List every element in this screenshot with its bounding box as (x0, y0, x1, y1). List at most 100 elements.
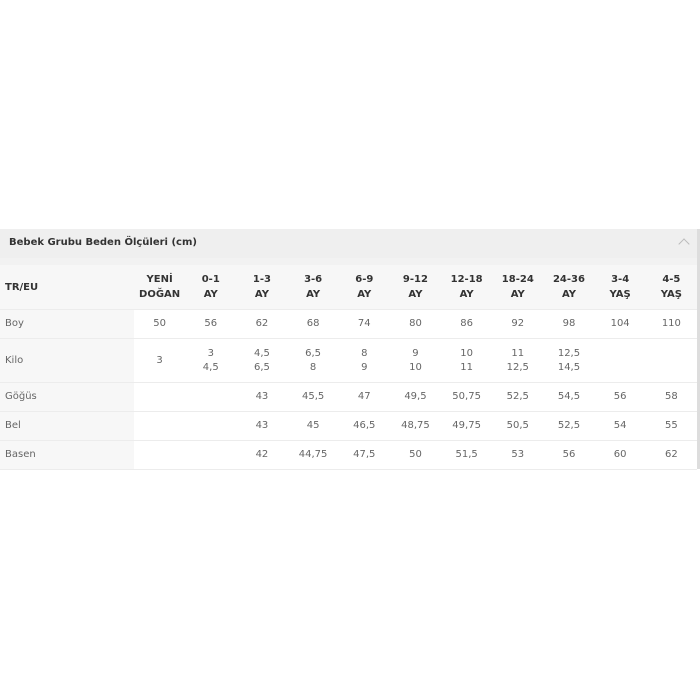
table-cell: 49,5 (389, 382, 442, 412)
column-header: YENİ DOĞAN (134, 265, 186, 310)
column-header-line: 4-5 (662, 274, 681, 285)
size-table: TR/EU YENİ DOĞAN 0-1 AY 1-3 AY 3-6 AY 6-9 AY 9-12 A… (0, 265, 697, 470)
table-row: Basen 42 44,75 47,5 50 51,5 53 56 60 62 (0, 440, 697, 470)
scrollbar[interactable] (697, 229, 700, 469)
table-cell (594, 338, 646, 383)
table-cell: 52,5 (543, 411, 595, 441)
table-cell: 74 (338, 309, 390, 339)
table-cell: 60 (594, 440, 646, 470)
cell-value: 54 (613, 420, 627, 431)
row-label: Basen (0, 440, 134, 470)
table-cell: 110 (645, 309, 697, 339)
table-cell: 86 (441, 309, 493, 339)
cell-value: 74 (357, 318, 371, 329)
cell-value: 60 (613, 449, 627, 460)
table-cell (134, 382, 186, 412)
table-cell (185, 440, 237, 470)
cell-value: 92 (511, 318, 525, 329)
cell-value: 110 (661, 318, 681, 329)
column-header: 12-18 AY (441, 265, 493, 310)
cell-value: 53 (511, 449, 525, 460)
column-header-line: YAŞ (660, 289, 682, 300)
cell-value: 50,75 (452, 391, 481, 402)
table-cell: 50,5 (492, 411, 544, 441)
cell-value: 56 (204, 318, 218, 329)
table-cell: 45 (287, 411, 339, 441)
cell-value: 10 (409, 361, 422, 373)
cell-value: 52,5 (557, 420, 581, 431)
table-header-row: TR/EU YENİ DOĞAN 0-1 AY 1-3 AY 3-6 AY 6-9 AY 9-12 A… (0, 265, 697, 310)
table-cell: 50,75 (441, 382, 493, 412)
table-cell: 92 (492, 309, 544, 339)
cell-value: 3 (207, 347, 214, 359)
row-label: Göğüs (0, 382, 134, 412)
column-header-line: AY (408, 289, 423, 300)
table-cell (185, 411, 237, 441)
cell-value: 9 (361, 361, 368, 373)
cell-value: 10 (460, 347, 473, 359)
cell-value: 49,75 (452, 420, 481, 431)
table-cell (185, 382, 237, 412)
accordion-header[interactable]: Bebek Grubu Beden Ölçüleri (cm) (0, 229, 697, 258)
table-cell: 6,5 8 (287, 338, 339, 383)
cell-value: 14,5 (557, 361, 581, 373)
cell-value: 47 (357, 391, 371, 402)
cell-value: 4,5 (253, 347, 270, 359)
table-cell: 48,75 (389, 411, 442, 441)
table-cell: 45,5 (287, 382, 339, 412)
row-label: Boy (0, 309, 134, 339)
panel-title: Bebek Grubu Beden Ölçüleri (cm) (9, 237, 197, 248)
corner-header: TR/EU (0, 265, 134, 310)
chevron-up-icon[interactable] (678, 238, 690, 250)
column-header-line: 18-24 (501, 274, 534, 285)
cell-value: 62 (664, 449, 678, 460)
row-label: Bel (0, 411, 134, 441)
table-cell: 44,75 (287, 440, 339, 470)
table-row: Bel 43 45 46,5 48,75 49,75 50,5 52,5 54 55 (0, 411, 697, 441)
row-label: Kilo (0, 338, 134, 383)
table-cell: 9 10 (389, 338, 442, 383)
cell-value: 62 (255, 318, 269, 329)
column-header-line: 24-36 (552, 274, 585, 285)
cell-value: 6,5 (253, 361, 270, 373)
cell-value: 51,5 (455, 449, 478, 460)
table-row: Kilo 3 3 4,5 4,5 6,5 6,5 8 8 9 9 10 10 11 11 12,5 12,5 14… (0, 338, 697, 383)
table-cell: 62 (236, 309, 288, 339)
cell-value: 4,5 (202, 361, 219, 373)
column-header-line: 0-1 (201, 274, 220, 285)
cell-value: 98 (562, 318, 576, 329)
cell-value: 11 (511, 347, 525, 359)
table-cell: 68 (287, 309, 339, 339)
table-cell: 49,75 (441, 411, 493, 441)
table-cell: 53 (492, 440, 544, 470)
table-cell: 10 11 (441, 338, 493, 383)
cell-value: 45,5 (301, 391, 325, 402)
table-cell: 3 (134, 338, 186, 383)
table-cell (134, 440, 186, 470)
table-cell: 104 (594, 309, 646, 339)
cell-value: 80 (409, 318, 422, 329)
cell-value: 48,75 (401, 420, 430, 431)
column-header-line: AY (510, 289, 525, 300)
column-header-line: 9-12 (402, 274, 428, 285)
table-cell: 4,5 6,5 (236, 338, 288, 383)
cell-value: 50,5 (506, 420, 529, 431)
table-cell: 80 (389, 309, 442, 339)
table-cell: 42 (236, 440, 288, 470)
table-cell: 55 (645, 411, 697, 441)
table-cell: 56 (543, 440, 595, 470)
cell-value: 68 (306, 318, 320, 329)
cell-value: 9 (412, 347, 419, 359)
table-cell: 12,5 14,5 (543, 338, 595, 383)
column-header-line: YAŞ (609, 289, 631, 300)
table-cell: 62 (645, 440, 697, 470)
cell-value: 54,5 (557, 391, 581, 402)
table-cell: 51,5 (441, 440, 493, 470)
table-cell: 43 (236, 411, 288, 441)
cell-value: 47,5 (353, 449, 376, 460)
column-header-line: YENİ (146, 274, 173, 285)
table-cell: 58 (645, 382, 697, 412)
table-cell: 50 (389, 440, 442, 470)
cell-value: 86 (460, 318, 473, 329)
